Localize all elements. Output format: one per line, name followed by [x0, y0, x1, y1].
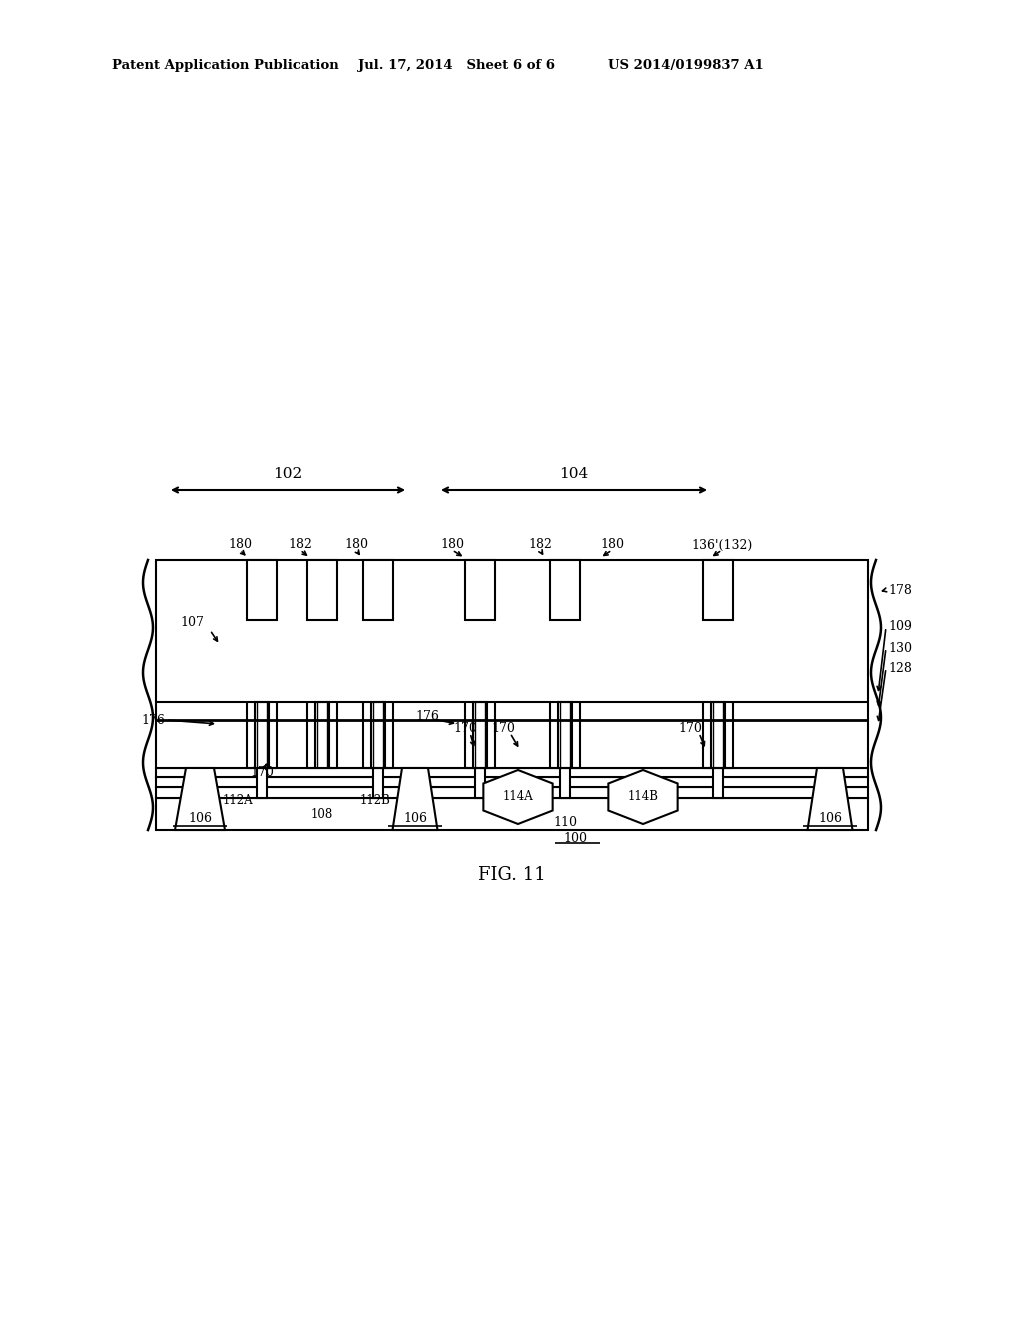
Text: 102: 102 — [273, 467, 303, 480]
Bar — [473, 702, 487, 768]
Bar — [156, 777, 868, 787]
Bar — [703, 560, 733, 620]
Polygon shape — [483, 770, 553, 824]
Text: 176: 176 — [141, 714, 165, 726]
Bar — [315, 702, 329, 768]
Bar — [247, 560, 278, 620]
Text: 170: 170 — [250, 766, 273, 779]
Text: 100: 100 — [563, 832, 587, 845]
Text: 170: 170 — [453, 722, 477, 734]
Bar — [558, 702, 572, 768]
Text: 128: 128 — [888, 661, 912, 675]
Bar — [156, 560, 868, 768]
Text: US 2014/0199837 A1: US 2014/0199837 A1 — [608, 58, 764, 71]
Text: 108: 108 — [311, 808, 333, 821]
Text: 110: 110 — [553, 816, 577, 829]
Text: 130: 130 — [888, 642, 912, 655]
Text: 114A: 114A — [503, 791, 534, 804]
Bar — [156, 768, 868, 777]
Bar — [560, 768, 570, 799]
Bar — [373, 768, 383, 799]
Bar — [156, 799, 868, 830]
Text: 178: 178 — [888, 583, 912, 597]
Bar — [362, 560, 393, 620]
Text: 170: 170 — [492, 722, 515, 734]
Text: 180: 180 — [228, 539, 252, 552]
Bar — [713, 768, 723, 799]
Bar — [475, 768, 485, 799]
Text: 106: 106 — [403, 812, 427, 825]
Text: Patent Application Publication: Patent Application Publication — [112, 58, 339, 71]
Bar — [465, 560, 495, 620]
Bar — [156, 787, 868, 799]
Text: 136'(132): 136'(132) — [691, 539, 753, 552]
Text: 182: 182 — [528, 539, 552, 552]
Polygon shape — [808, 768, 853, 830]
Bar — [255, 702, 269, 768]
Text: 180: 180 — [440, 539, 464, 552]
Text: 180: 180 — [600, 539, 624, 552]
Polygon shape — [392, 768, 437, 830]
Text: 170: 170 — [678, 722, 701, 734]
Text: 106: 106 — [188, 812, 212, 825]
Text: 180: 180 — [344, 539, 368, 552]
Text: 112A: 112A — [222, 795, 253, 808]
Text: 104: 104 — [559, 467, 589, 480]
Bar — [307, 560, 337, 620]
Text: 112B: 112B — [359, 795, 390, 808]
Text: 176: 176 — [415, 710, 439, 723]
Text: 114B: 114B — [628, 791, 658, 804]
Bar — [711, 702, 725, 768]
Bar — [550, 560, 580, 620]
Text: 182: 182 — [288, 539, 312, 552]
Bar — [371, 702, 385, 768]
Polygon shape — [175, 768, 225, 830]
Bar — [257, 768, 267, 799]
Text: FIG. 11: FIG. 11 — [478, 866, 546, 884]
Text: Jul. 17, 2014   Sheet 6 of 6: Jul. 17, 2014 Sheet 6 of 6 — [358, 58, 555, 71]
Text: 107: 107 — [180, 615, 204, 628]
Text: 106: 106 — [818, 812, 842, 825]
Text: 109: 109 — [888, 620, 912, 634]
Polygon shape — [608, 770, 678, 824]
